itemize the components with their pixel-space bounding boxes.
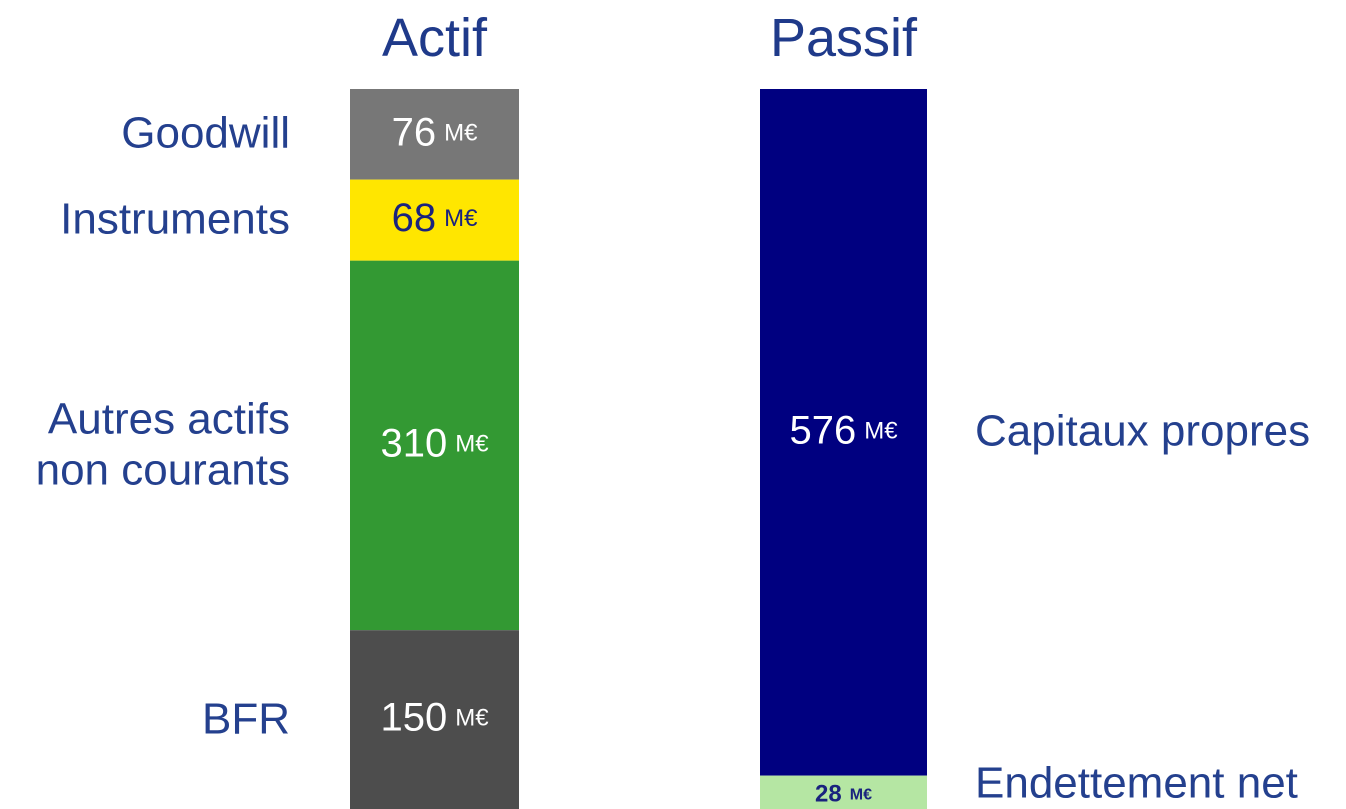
value-unit: M€: [455, 431, 489, 458]
segment-name: Autres actifs non courants: [35, 394, 290, 495]
bar-title: Actif: [382, 8, 488, 68]
value-label: 28 M€: [815, 781, 872, 808]
value-unit: M€: [444, 205, 478, 232]
segment-name: Goodwill: [121, 109, 290, 158]
value-number: 310: [380, 421, 447, 465]
segment: [350, 630, 519, 809]
value-number: 28: [815, 781, 842, 808]
segment: [350, 260, 519, 631]
segment: [350, 179, 519, 261]
segment: [760, 89, 927, 776]
value-label: 68 M€: [392, 196, 478, 240]
value-label: 310 M€: [380, 421, 489, 465]
value-number: 76: [392, 110, 437, 154]
value-number: 576: [789, 408, 856, 452]
segment: [350, 89, 519, 180]
segment-name: Capitaux propres: [975, 407, 1311, 456]
bar-title: Passif: [770, 8, 918, 68]
segment-name: Endettement net: [975, 759, 1298, 808]
value-unit: M€: [444, 120, 478, 147]
value-unit: M€: [864, 418, 898, 445]
value-label: 150 M€: [380, 695, 489, 739]
value-unit: M€: [455, 705, 489, 732]
value-label: 576 M€: [789, 408, 898, 452]
segment-name: BFR: [202, 694, 290, 744]
value-label: 76 M€: [392, 110, 478, 154]
segment-name: Instruments: [60, 194, 290, 244]
segment: [760, 775, 927, 809]
value-number: 150: [380, 695, 447, 739]
value-unit: M€: [850, 787, 872, 804]
value-number: 68: [392, 196, 437, 240]
